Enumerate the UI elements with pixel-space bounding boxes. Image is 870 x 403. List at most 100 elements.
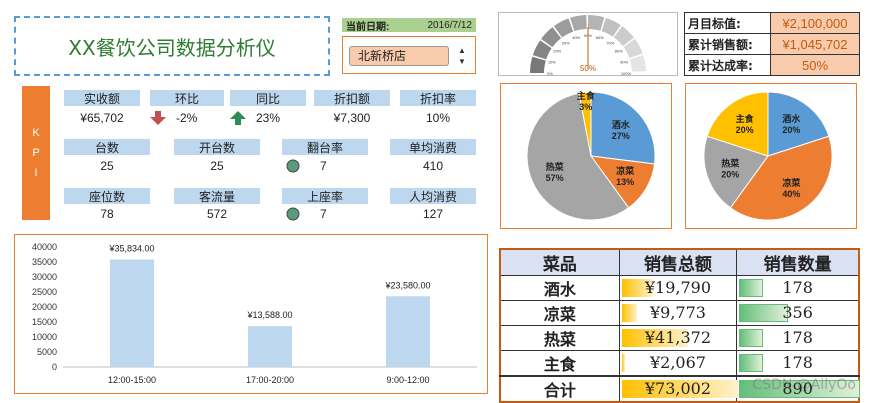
dish-name: 合计 bbox=[499, 375, 620, 403]
kpi-value-avg-per-table: 410 bbox=[422, 159, 444, 173]
pie-slice bbox=[703, 135, 769, 209]
kpi-side-label: K P I bbox=[22, 86, 50, 220]
amount-value: ¥19,790 bbox=[644, 278, 712, 297]
store-select[interactable]: 北新桥店 bbox=[349, 46, 449, 66]
pie-slice bbox=[578, 91, 592, 157]
x-tick-label: 17:00-20:00 bbox=[246, 375, 294, 385]
dish-name: 热菜 bbox=[499, 325, 620, 351]
y-tick-label: 20000 bbox=[32, 302, 57, 312]
kpi-header-turnover: 翻台率 bbox=[282, 139, 368, 155]
gauge-tick-label: 30% bbox=[562, 40, 570, 45]
kpi-value-turnover: 7 bbox=[320, 159, 327, 173]
kpi-header-open-tables: 开台数 bbox=[174, 139, 260, 155]
up-arrow-icon bbox=[230, 111, 246, 125]
pie-value-label: 40% bbox=[782, 189, 800, 199]
pie-category-label: 凉菜 bbox=[616, 165, 635, 176]
sales-header-row: 菜品 销售总额 销售数量 bbox=[499, 248, 860, 276]
store-spinner[interactable]: ▲ ▼ bbox=[455, 45, 469, 67]
date-label: 当前日期: bbox=[346, 21, 390, 33]
kpi-value-open-tables: 25 bbox=[210, 159, 224, 173]
target-value: ¥2,100,000 bbox=[770, 12, 860, 34]
date-value: 2016/7/12 bbox=[427, 19, 473, 31]
amount-cell: ¥9,773 bbox=[618, 300, 738, 326]
gauge-tick-label: 100% bbox=[621, 71, 632, 75]
sales-total-row: 合计 ¥73,002 890 bbox=[499, 375, 860, 403]
target-label: 月目标值: bbox=[684, 12, 771, 34]
gauge-tick-label: 40% bbox=[572, 35, 580, 40]
kpi-value-seats: 78 bbox=[100, 207, 114, 221]
amount-cell: ¥19,790 bbox=[618, 275, 738, 301]
bar-data-label: ¥13,588.00 bbox=[246, 310, 292, 320]
kpi-header-discount-rate: 折扣率 bbox=[400, 90, 476, 106]
kpi-header-mom: 环比 bbox=[150, 90, 224, 106]
kpi-header-revenue: 实收额 bbox=[64, 90, 140, 106]
col-header-qty: 销售数量 bbox=[736, 248, 860, 276]
x-tick-label: 12:00-15:00 bbox=[108, 375, 156, 385]
table-row: 凉菜 ¥9,773 356 bbox=[499, 300, 860, 326]
store-selector-panel: 北新桥店 ▲ ▼ bbox=[342, 36, 476, 74]
dish-name: 凉菜 bbox=[499, 300, 620, 326]
gauge-segment bbox=[588, 15, 605, 31]
table-row: 主食 ¥2,067 178 bbox=[499, 350, 860, 377]
gauge-segment bbox=[541, 27, 562, 48]
gauge-tick-label: 70% bbox=[606, 40, 614, 45]
gauge-segment bbox=[623, 38, 643, 59]
gauge-chart: 0%10%20%30%40%50%60%70%80%90%100%50% bbox=[530, 15, 646, 76]
pie-value-label: 3% bbox=[579, 102, 592, 112]
target-value: 50% bbox=[770, 54, 860, 76]
spin-down-icon[interactable]: ▼ bbox=[458, 57, 466, 66]
category-pie-chart-1: 酒水 27% 凉菜 13% 热菜 57% 主食 3% bbox=[500, 83, 672, 229]
target-label: 累计达成率: bbox=[684, 54, 771, 76]
col-header-dish: 菜品 bbox=[499, 248, 620, 276]
y-tick-label: 25000 bbox=[32, 287, 57, 297]
pie-category-label: 主食 bbox=[736, 113, 755, 124]
target-row: 累计销售额: ¥1,045,702 bbox=[684, 33, 860, 55]
pie-value-label: 27% bbox=[612, 131, 630, 141]
pie-slice bbox=[526, 92, 630, 221]
kpi-value-turnover-cell: 7 bbox=[286, 158, 368, 174]
amount-cell: ¥41,372 bbox=[618, 325, 738, 351]
kpi-letter: K bbox=[32, 127, 40, 139]
gauge-tick-label: 20% bbox=[553, 49, 561, 54]
qty-cell: 178 bbox=[736, 325, 860, 351]
timeslot-bar-chart: 0 5000 10000 15000 20000 25000 30000 35000 40000… bbox=[14, 234, 488, 394]
qty-cell: 356 bbox=[736, 300, 860, 326]
y-tick-label: 15000 bbox=[32, 317, 57, 327]
kpi-value-customers: 572 bbox=[206, 207, 228, 221]
pie-category-label: 主食 bbox=[577, 90, 596, 101]
gauge-segment bbox=[613, 26, 634, 47]
pie-slice bbox=[729, 135, 833, 221]
kpi-header-tables: 台数 bbox=[64, 139, 150, 155]
pie-category-label: 酒水 bbox=[782, 113, 801, 124]
amount-databar bbox=[621, 380, 739, 398]
category-pie-chart-2: 酒水 20% 凉菜 40% 热菜 20% 主食 20% bbox=[685, 83, 857, 229]
bar-chart-svg: 0 5000 10000 15000 20000 25000 30000 35000 40000… bbox=[32, 242, 477, 385]
gauge-segment bbox=[553, 18, 574, 38]
kpi-value-avg-per-person: 127 bbox=[422, 207, 444, 221]
kpi-value-mom: -2% bbox=[176, 111, 198, 125]
y-tick-label: 35000 bbox=[32, 257, 57, 267]
kpi-value-discount-amount: ¥7,300 bbox=[333, 111, 371, 125]
kpi-letter: P bbox=[32, 147, 40, 159]
amount-value: ¥2,067 bbox=[649, 353, 706, 372]
gauge-tick-label: 0% bbox=[547, 71, 553, 75]
amount-cell: ¥2,067 bbox=[618, 350, 738, 377]
kpi-header-yoy: 同比 bbox=[230, 90, 306, 106]
pie-category-label: 热菜 bbox=[721, 157, 740, 168]
pie-category-label: 凉菜 bbox=[782, 177, 801, 188]
spin-up-icon[interactable]: ▲ bbox=[458, 46, 466, 55]
table-row: 酒水 ¥19,790 178 bbox=[499, 275, 860, 301]
bar bbox=[386, 296, 430, 367]
qty-cell: 178 bbox=[736, 350, 860, 377]
bar-data-label: ¥35,834.00 bbox=[108, 243, 154, 253]
pie-value-label: 20% bbox=[736, 125, 754, 135]
amount-databar bbox=[621, 304, 638, 322]
col-header-amount: 销售总额 bbox=[618, 248, 738, 276]
gauge-value-label: 50% bbox=[580, 64, 596, 73]
gauge-segment bbox=[532, 40, 552, 60]
kpi-value-mom-cell: -2% bbox=[150, 110, 224, 126]
qty-databar bbox=[739, 304, 788, 322]
qty-databar bbox=[739, 354, 764, 372]
y-tick-label: 0 bbox=[52, 362, 57, 372]
